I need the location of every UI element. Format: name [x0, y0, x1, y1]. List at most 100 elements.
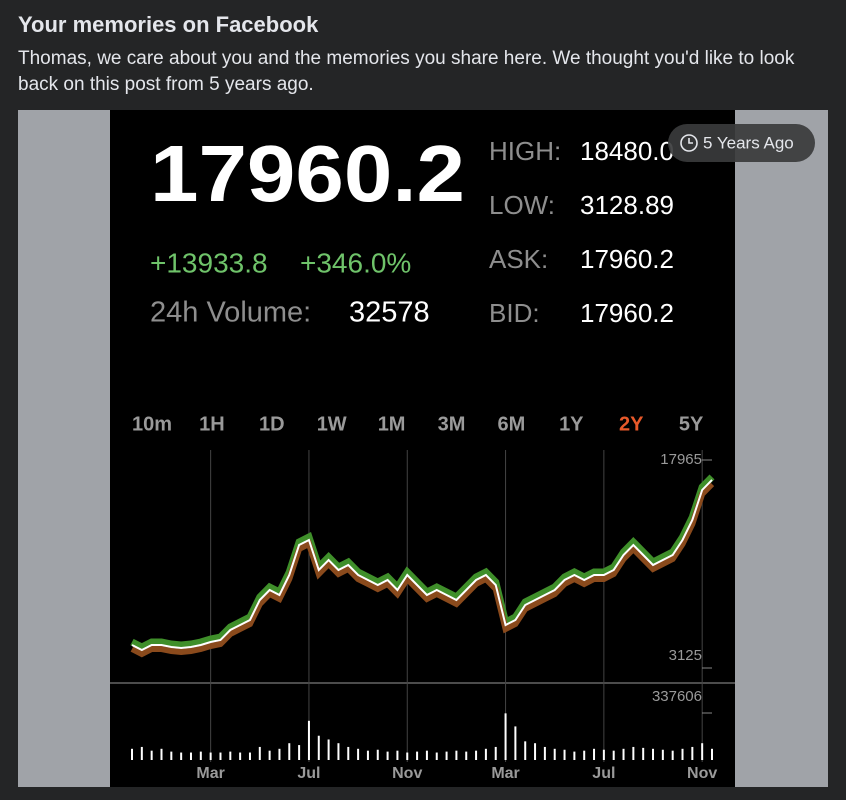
line-band-low — [130, 481, 715, 658]
volume-bar — [691, 746, 694, 760]
x-tick-label: Jul — [592, 765, 615, 782]
volume-bar — [229, 751, 232, 760]
volume-bar — [435, 752, 438, 760]
range-button[interactable]: 1Y — [559, 413, 584, 435]
volume-bar — [140, 746, 143, 760]
x-tick-label: Jul — [297, 765, 320, 782]
volume-bar — [563, 749, 566, 760]
badge — [668, 124, 815, 162]
volume-bar — [652, 748, 655, 760]
screenshot — [110, 110, 735, 787]
badge-text: 5 Years Ago — [703, 133, 794, 152]
stat-value: 17960.2 — [580, 244, 674, 274]
clock-hands — [688, 138, 693, 144]
volume: 32578 — [349, 297, 430, 329]
volume-bar — [622, 748, 625, 760]
x-tick-label: Nov — [687, 765, 717, 782]
volume-bar — [504, 713, 507, 760]
volume-bar — [494, 746, 497, 760]
volume-bar — [337, 743, 340, 760]
volume-bar — [219, 752, 222, 760]
volume-bar — [150, 750, 153, 760]
volume-bar — [455, 750, 458, 760]
volume-bar — [425, 750, 428, 760]
y-tick-label: 3125 — [669, 647, 702, 664]
volume-bar — [602, 749, 605, 760]
range-button[interactable]: 2Y — [619, 413, 644, 435]
volume-bar — [248, 752, 251, 760]
volume-bar — [612, 750, 615, 760]
volume-bar — [376, 749, 379, 760]
volume-bar — [327, 739, 330, 760]
price: 17960.2 — [150, 129, 465, 218]
range-button[interactable]: 1W — [317, 413, 347, 435]
range-button[interactable]: 1M — [378, 413, 406, 435]
volume-bar — [160, 748, 163, 760]
volume-bar — [711, 748, 713, 760]
range-button[interactable]: 5Y — [679, 413, 704, 435]
volume-bar — [484, 748, 487, 760]
y-tick-label: 17965 — [660, 451, 702, 468]
stat-label: ASK: — [489, 244, 548, 274]
volume-bar — [416, 751, 419, 760]
stat-value: 18480.0 — [580, 136, 674, 166]
volume-bar — [524, 741, 527, 760]
change: +13933.8 — [150, 247, 268, 278]
line-band-high — [130, 474, 715, 651]
volume-bar — [661, 749, 664, 760]
volume-bar — [199, 751, 202, 760]
chart: HIGH: 18480.0 LOW: 3128.89 ASK: 17960.2 BID: 17… — [130, 136, 717, 782]
volume-bar — [258, 746, 261, 760]
clock-icon — [680, 134, 698, 152]
volume-bar — [189, 752, 192, 760]
range-button[interactable]: 1H — [199, 413, 225, 435]
range-button[interactable]: 10m — [132, 413, 172, 435]
volume-bar — [445, 751, 448, 760]
volume-bar — [593, 748, 596, 760]
volume-bar — [268, 750, 271, 760]
x-tick-label: Nov — [392, 765, 422, 782]
volume-bar — [357, 748, 360, 760]
range-button[interactable]: 6M — [498, 413, 526, 435]
price-line — [131, 479, 713, 652]
change-percent: +346.0% — [300, 247, 411, 278]
volume-bar — [632, 746, 635, 760]
volume-bar — [465, 751, 468, 760]
volume-bar — [514, 726, 517, 760]
stat-label: LOW: — [489, 190, 555, 220]
volume-bar — [131, 748, 133, 760]
range-button[interactable]: 3M — [438, 413, 466, 435]
volume-bar — [317, 735, 320, 760]
stat-value: 17960.2 — [580, 298, 674, 328]
volume-bar — [701, 743, 704, 760]
x-tick-label: Mar — [196, 765, 224, 782]
volume-bar — [209, 752, 212, 760]
volume-label: 24h Volume: — [150, 297, 311, 329]
volume-bar — [347, 746, 350, 760]
volume-bar — [307, 720, 310, 760]
volume-bar — [681, 748, 684, 760]
volume-bar — [366, 750, 369, 760]
volume-bar — [671, 750, 674, 760]
range-button[interactable]: 1D — [259, 413, 285, 435]
volume-bar — [406, 752, 409, 760]
stat-label: HIGH: — [489, 136, 561, 166]
volume-bar — [553, 748, 556, 760]
volume-bar — [396, 750, 399, 760]
memories-message: Thomas, we care about you and the memori… — [18, 48, 795, 95]
volume-bar — [534, 743, 537, 760]
volume-bar — [298, 745, 301, 760]
stat-value: 3128.89 — [580, 190, 674, 220]
volume-bar — [583, 750, 586, 760]
volume-bar — [573, 751, 576, 760]
memories-title: Your memories on Facebook — [18, 12, 319, 37]
volume-bar — [642, 747, 645, 760]
volume-bar — [180, 752, 183, 760]
volume-bar — [239, 752, 242, 760]
y-tick-label: 337606 — [652, 688, 702, 705]
volume-bar — [543, 746, 546, 760]
volume-bar — [288, 743, 291, 760]
stat-label: BID: — [489, 298, 540, 328]
